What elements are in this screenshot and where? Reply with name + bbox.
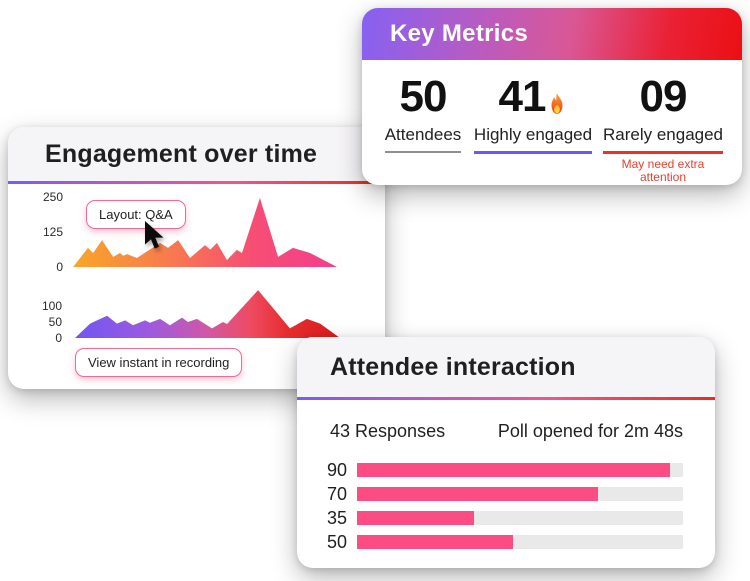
bar-fill <box>357 535 514 549</box>
mouse-cursor-icon <box>145 221 164 249</box>
layout-qa-chip[interactable]: Layout: Q&A <box>86 200 186 229</box>
engagement-title: Engagement over time <box>45 139 318 168</box>
y-tick-label: 125 <box>42 224 63 239</box>
qa-engagement-area-chart: 250 125 0 <box>31 189 341 274</box>
rarely-engaged-count: 09 <box>639 72 688 121</box>
attendee-interaction-card: Attendee interaction 43 Responses Poll o… <box>297 337 715 568</box>
metric-highly-engaged: 41 Highly engaged <box>473 75 593 184</box>
bar-row: 35 <box>307 508 683 528</box>
attendee-title: Attendee interaction <box>330 352 576 381</box>
y-tick-label: 0 <box>55 331 62 345</box>
bar-row: 50 <box>307 532 683 552</box>
area-plot <box>73 191 337 267</box>
bar-fill <box>357 463 670 477</box>
rarely-engaged-note: May need extra attention <box>621 157 705 184</box>
responses-count: 43 Responses <box>330 421 446 441</box>
y-tick-label: 100 <box>41 299 62 314</box>
fire-icon <box>551 93 563 114</box>
metrics-row: 50 Attendees 41 <box>362 60 742 184</box>
recording-engagement-area-chart: 100 50 0 <box>30 278 342 345</box>
y-axis-ticks: 100 50 0 <box>30 278 62 345</box>
attendees-count: 50 <box>399 72 448 121</box>
key-metrics-card: Key Metrics 50 Attendees 41 <box>362 8 742 185</box>
y-axis-ticks: 250 125 0 <box>31 189 63 274</box>
y-tick-label: 50 <box>48 315 62 330</box>
highly-engaged-count: 41 <box>473 75 593 119</box>
engagement-card: Engagement over time 250 125 0 Layout: Q&A… <box>8 127 385 389</box>
bar-track <box>357 511 683 525</box>
bar-row: 90 <box>307 460 683 480</box>
bar-value-label: 70 <box>326 484 347 504</box>
bar-track <box>357 487 683 501</box>
bar-fill <box>357 511 475 525</box>
bar-track <box>357 535 683 549</box>
key-metrics-title: Key Metrics <box>390 20 529 47</box>
gradient-divider <box>8 181 385 184</box>
bar-value-label: 50 <box>326 532 347 552</box>
poll-status: Poll opened for 2m 48s <box>497 421 683 441</box>
bar-row: 70 <box>307 484 683 504</box>
engagement-card-header: Engagement over time <box>8 127 385 181</box>
bar-track <box>357 463 683 477</box>
rarely-engaged-label: Rarely engaged <box>602 125 724 154</box>
highly-engaged-label: Highly engaged <box>473 125 593 154</box>
gradient-divider <box>297 397 715 400</box>
view-instant-chip[interactable]: View instant in recording <box>75 348 243 377</box>
y-tick-label: 250 <box>42 189 63 204</box>
attendees-label: Attendees <box>384 125 462 153</box>
metric-rarely-engaged: 09 Rarely engaged May need extra attenti… <box>598 72 728 184</box>
poll-bar-chart: 90 70 35 50 <box>307 460 683 552</box>
area-plot <box>75 278 340 338</box>
metric-attendees: 50 Attendees <box>378 72 468 184</box>
bar-value-label: 90 <box>326 460 347 480</box>
attendee-card-header: Attendee interaction <box>297 337 715 397</box>
bar-value-label: 35 <box>326 508 347 528</box>
key-metrics-header: Key Metrics <box>362 8 742 60</box>
poll-summary-row: 43 Responses Poll opened for 2m 48s <box>330 421 683 442</box>
y-tick-label: 0 <box>56 260 63 274</box>
bar-fill <box>357 487 599 501</box>
